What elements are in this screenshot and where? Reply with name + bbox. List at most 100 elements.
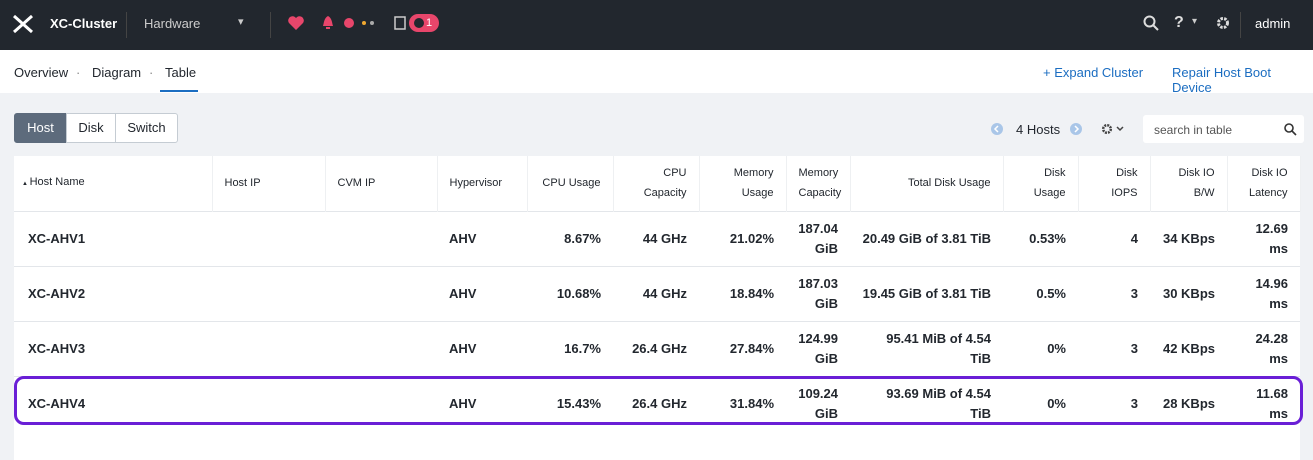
cell-text: 8.67% [564, 230, 601, 246]
cell: 16.7% [527, 320, 613, 376]
cluster-name[interactable]: XC-Cluster [50, 16, 118, 31]
cell: XC-AHV2 [14, 265, 212, 321]
header-label: Disk Usage [1033, 167, 1066, 200]
redacted-cell [325, 320, 437, 376]
table-row[interactable]: XC-AHV1 AHV 8.67% 44 GHz 21.02% 187.04 GiB 20.… [14, 210, 1300, 266]
prev-page[interactable] [990, 122, 1004, 136]
host-count: 4 Hosts [1016, 122, 1061, 137]
sub-nav: Overview · Diagram · Table + Expand Clus… [0, 50, 1313, 95]
expand-cluster[interactable]: + Expand Cluster [1043, 65, 1144, 80]
column-header[interactable]: CPU Capacity [613, 156, 700, 211]
column-header[interactable]: Disk IOPS [1078, 156, 1151, 211]
column-header[interactable]: Disk IO B/W [1150, 156, 1228, 211]
cell: 0.53% [1003, 210, 1078, 266]
column-header[interactable]: Total Disk Usage [850, 156, 1004, 211]
cell: AHV [437, 265, 527, 321]
cell: 93.69 MiB of 4.54 TiB [850, 375, 1003, 431]
header-label: Memory Capacity [798, 167, 842, 200]
tab[interactable]: Table [165, 65, 197, 80]
cell: 34 KBps [1150, 210, 1227, 266]
expand-label: Expand Cluster [1054, 65, 1144, 80]
cell-text: 124.99 GiB [798, 330, 838, 366]
cell-text: AHV [449, 395, 477, 411]
column-header[interactable]: Memory Usage [699, 156, 787, 211]
cell-text: 109.24 GiB [798, 385, 838, 421]
column-header[interactable]: ▲ Host Name [14, 156, 213, 211]
cell-text: 27.84% [729, 340, 774, 356]
column-header[interactable]: Hypervisor [437, 156, 528, 211]
cell: 26.4 GHz [613, 320, 699, 376]
column-header[interactable]: Host IP [212, 156, 326, 211]
cell-text: 24.28 ms [1255, 330, 1288, 366]
toggle[interactable]: Disk [66, 113, 116, 143]
tab[interactable]: Overview [14, 65, 69, 80]
cell-text: 44 GHz [642, 230, 687, 246]
cell: XC-AHV1 [14, 210, 212, 266]
user-menu[interactable]: admin [1255, 16, 1291, 31]
cell-text: 20.49 GiB of 3.81 TiB [862, 230, 991, 246]
cell-text: 26.4 GHz [632, 340, 687, 356]
cell-text: 0% [1047, 340, 1066, 356]
cell: 31.84% [699, 375, 786, 431]
cell-text: 0.53% [1029, 230, 1066, 246]
cell: 27.84% [699, 320, 786, 376]
search-box[interactable]: search in table [1143, 115, 1304, 143]
cell-text: 21.02% [729, 230, 774, 246]
column-header[interactable]: CPU Usage [527, 156, 614, 211]
cell-text: 3 [1130, 285, 1138, 301]
tasks-icon[interactable] [394, 16, 406, 30]
header-label: CVM IP [337, 177, 376, 190]
redacted-cell [325, 375, 437, 431]
cell: 187.03 GiB [786, 265, 850, 321]
help[interactable]: ? [1174, 14, 1184, 31]
cell: 10.68% [527, 265, 613, 321]
cell: 30 KBps [1150, 265, 1227, 321]
cell: AHV [437, 210, 527, 266]
column-header[interactable]: Disk Usage [1003, 156, 1079, 211]
cell: AHV [437, 320, 527, 376]
header-label: Total Disk Usage [907, 177, 991, 190]
redacted-cell [212, 375, 325, 431]
search-icon[interactable] [1143, 15, 1159, 31]
cell: 44 GHz [613, 265, 699, 321]
cell-text: 44 GHz [642, 285, 687, 301]
view-select[interactable]: Hardware [144, 16, 201, 31]
cell-text: 34 KBps [1162, 230, 1215, 246]
search-placeholder: search in table [1154, 123, 1233, 137]
cell-text: 3 [1130, 340, 1138, 356]
redacted-cell [212, 210, 325, 266]
tab[interactable]: Diagram [92, 65, 142, 80]
table-settings[interactable] [1101, 123, 1127, 135]
settings-icon[interactable] [1216, 16, 1230, 30]
column-header[interactable]: Memory Capacity [786, 156, 851, 211]
toggle[interactable]: Switch [115, 113, 178, 143]
cell: 11.68 ms [1227, 375, 1300, 431]
cell: 124.99 GiB [786, 320, 850, 376]
redacted-cell [212, 320, 325, 376]
cell-text: 30 KBps [1162, 285, 1215, 301]
table-row[interactable]: XC-AHV4 AHV 15.43% 26.4 GHz 31.84% 109.24 GiB… [14, 375, 1300, 431]
repair-boot-device[interactable]: Repair Host Boot Device [1172, 65, 1271, 95]
column-header[interactable]: Disk IO Latency [1227, 156, 1301, 211]
table-row[interactable]: XC-AHV3 AHV 16.7% 26.4 GHz 27.84% 124.99 GiB 9… [14, 320, 1300, 376]
next-page[interactable] [1069, 122, 1083, 136]
header-label: Memory Usage [733, 167, 774, 200]
cell-text: 19.45 GiB of 3.81 TiB [862, 285, 991, 301]
column-header[interactable]: CVM IP [325, 156, 438, 211]
cell: 12.69 ms [1227, 210, 1300, 266]
header-label: Disk IO Latency [1248, 167, 1288, 200]
health-icon[interactable] [287, 15, 305, 31]
cell: 42 KBps [1150, 320, 1227, 376]
header-label: Host IP [224, 177, 261, 190]
cell: 18.84% [699, 265, 786, 321]
toggle[interactable]: Host [14, 113, 67, 143]
top-bar: XC-Cluster Hardware ▾ 1 ? ▾ admin [0, 0, 1313, 50]
cell-text: 0% [1047, 395, 1066, 411]
cell-text: AHV [449, 340, 477, 356]
cell: 4 [1078, 210, 1150, 266]
cell: 187.04 GiB [786, 210, 850, 266]
table-row[interactable]: XC-AHV2 AHV 10.68% 44 GHz 18.84% 187.03 GiB 19… [14, 265, 1300, 321]
task-badge[interactable]: 1 [409, 14, 439, 32]
alerts[interactable] [321, 14, 381, 32]
